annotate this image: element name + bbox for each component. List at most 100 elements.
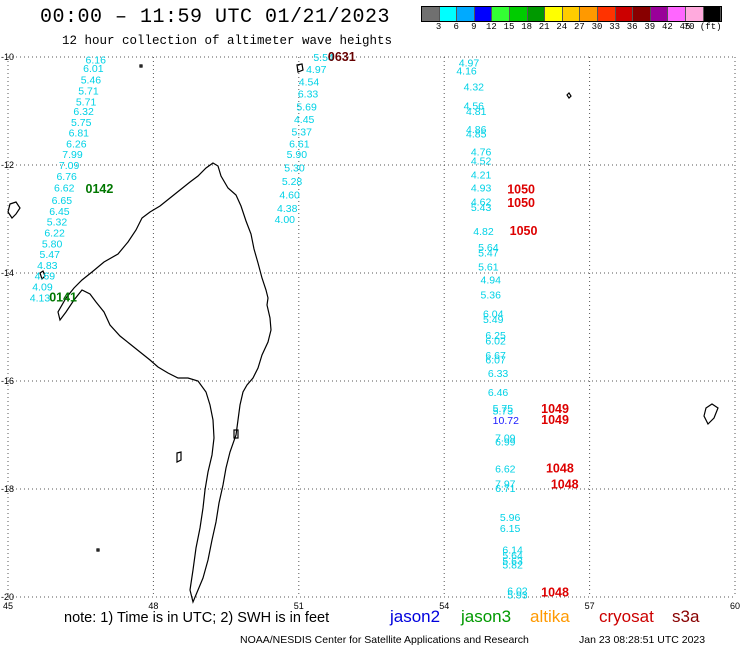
wave-height-value: 4.00 <box>275 214 296 226</box>
generation-timestamp: Jan 23 08:28:51 UTC 2023 <box>579 634 706 646</box>
islet-a <box>176 451 182 463</box>
altimeter-tracks: 6.166.015.465.715.716.325.756.816.267.99… <box>30 50 579 601</box>
wave-height-value: 6.04 <box>483 309 504 321</box>
wave-height-value: 5.30 <box>284 163 305 175</box>
wave-height-value: 6.15 <box>500 523 521 535</box>
colorbar-label: 42 <box>661 22 673 32</box>
credit-text: NOAA/NESDIS Center for Satellite Applica… <box>240 634 529 646</box>
colorbar-label: 15 <box>503 22 515 32</box>
pass-time-label: 1048 <box>541 586 569 600</box>
legend-jason2: jason2 <box>390 607 441 626</box>
wave-height-value: 5.73 <box>493 406 514 418</box>
wave-height-value: 5.71 <box>78 85 99 97</box>
wave-height-value: 5.43 <box>471 202 492 214</box>
wave-height-value: 6.33 <box>298 89 319 101</box>
wave-height-value: 6.67 <box>485 350 506 362</box>
wave-height-value: 6.16 <box>86 55 107 67</box>
wave-height-value: 4.45 <box>294 114 315 126</box>
reunion-island <box>703 403 719 426</box>
wave-height-value: 4.13 <box>30 292 51 304</box>
pass-time-label: 1048 <box>551 478 579 492</box>
wave-height-value: 6.14 <box>502 544 523 556</box>
colorbar-label: 21 <box>538 22 550 32</box>
mayotte-island <box>39 270 46 281</box>
wave-height-value: 7.09 <box>59 160 80 172</box>
track-track-a: 6.166.015.465.715.716.325.756.816.267.99… <box>30 55 114 305</box>
map-title: 00:00 – 11:59 UTC 01/21/2023 <box>40 6 391 29</box>
colorbar-swatch <box>439 7 458 21</box>
wave-height-value: 5.54 <box>313 52 334 64</box>
wave-height-value: 6.62 <box>54 183 75 195</box>
legend-altika: altika <box>530 607 570 626</box>
wave-height-value: 6.62 <box>495 463 516 475</box>
colorbar-label: 24 <box>556 22 568 32</box>
wave-height-value: 7.97 <box>495 479 516 491</box>
track-track-f: 4.82 5.645.47 5.614.94 5.36 6.045.49 6.256.02… <box>473 224 537 399</box>
wave-height-value: 5.46 <box>81 75 102 87</box>
legend-note: note: 1) Time is in UTC; 2) SWH is in fe… <box>64 610 330 626</box>
colorbar-swatch <box>457 7 475 21</box>
colorbar-swatch <box>474 7 493 21</box>
comoros-island <box>7 201 21 219</box>
wave-height-value: 5.96 <box>500 512 521 524</box>
wave-height-value: 5.64 <box>502 550 523 562</box>
wave-height-value: 6.33 <box>488 368 509 380</box>
legend-cryosat: cryosat <box>599 607 654 626</box>
wave-height-value: 5.90 <box>287 149 308 161</box>
pass-time-label: 1050 <box>510 224 538 238</box>
track-track-e: 4.625.43 1050 <box>471 196 535 214</box>
colorbar-swatch <box>422 7 440 21</box>
wave-height-value: 5.63 <box>502 555 523 567</box>
wave-height-value: 5.75 <box>493 403 514 415</box>
lon-tick-label: 48 <box>148 601 158 611</box>
colorbar-labels: 3 6 9 12 15 18 21 24 27 30 33 36 39 42 45 70 (ft) <box>421 22 740 34</box>
wave-height-value: 5.69 <box>296 102 317 114</box>
wave-height-value: 6.76 <box>56 171 77 183</box>
colorbar-swatch <box>580 7 598 21</box>
legend-s3a: s3a <box>672 607 700 626</box>
wave-height-value: 6.22 <box>44 228 65 240</box>
lat-tick-label: -18 <box>1 484 14 494</box>
lon-tick-label: 45 <box>3 601 13 611</box>
colorbar-swatch <box>492 7 510 21</box>
colorbar-swatch <box>668 7 686 21</box>
wave-height-value: 6.61 <box>289 138 310 150</box>
pass-time-label: 0141 <box>49 290 77 304</box>
wave-height-value: 6.01 <box>83 63 104 75</box>
pass-time-label: 0142 <box>86 182 114 196</box>
colorbar-swatch <box>685 7 704 21</box>
wave-height-value: 6.02 <box>485 336 506 348</box>
wave-height-value: 4.54 <box>299 76 320 88</box>
seychelles-island <box>566 92 572 99</box>
lat-tick-label: -12 <box>1 160 14 170</box>
pass-time-label: 1049 <box>541 402 569 416</box>
colorbar-swatch <box>633 7 651 21</box>
axis-labels: 45 48 51 54 57 60 -10 -12 -14 -16 -18 -20 <box>1 52 740 611</box>
colorbar-swatch <box>650 7 669 21</box>
wave-height-value: 4.09 <box>32 282 53 294</box>
wave-height-colorbar <box>421 6 723 22</box>
wave-height-value: 5.47 <box>40 249 61 261</box>
legend-jason3: jason3 <box>461 607 512 626</box>
track-track-j: 1048 <box>551 478 579 492</box>
lon-tick-label: 54 <box>439 601 449 611</box>
wave-height-value: 5.93 <box>507 589 528 601</box>
colorbar-swatch <box>597 7 616 21</box>
wave-height-value: 4.56 <box>464 101 485 113</box>
madagascar-coast <box>57 162 272 604</box>
lat-tick-label: -14 <box>1 268 14 278</box>
wave-height-value: 5.75 <box>71 117 92 129</box>
wave-height-value: 5.49 <box>483 314 504 326</box>
wave-height-value: 6.99 <box>495 436 516 448</box>
wave-height-value: 4.16 <box>456 66 477 78</box>
wave-height-value: 5.37 <box>292 127 313 139</box>
pass-time-label: 1049 <box>541 413 569 427</box>
wave-height-value: 4.86 <box>466 124 487 136</box>
wave-height-value: 6.65 <box>52 195 73 207</box>
colorbar-label: 9 <box>471 22 477 32</box>
colorbar-label: 30 <box>591 22 603 32</box>
wave-height-value: 6.71 <box>495 483 516 495</box>
colorbar-label: 12 <box>485 22 497 32</box>
wave-height-value: 5.80 <box>42 238 63 250</box>
colorbar-label: 45 <box>679 22 691 32</box>
